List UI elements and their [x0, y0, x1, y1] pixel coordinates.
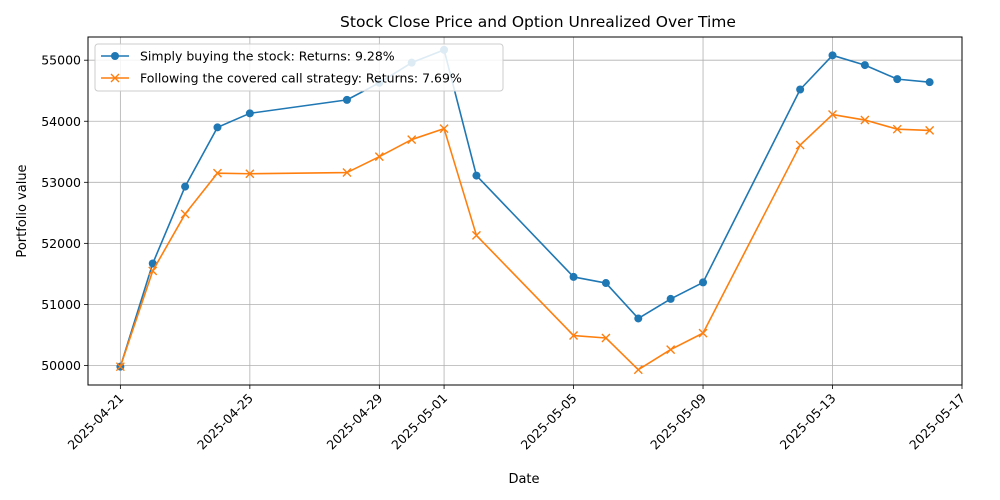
- data-point-x: [180, 209, 190, 219]
- data-point-circle: [893, 75, 902, 84]
- y-tick-label: 55000: [41, 53, 81, 68]
- data-point-x: [471, 230, 481, 240]
- x-axis-label: Date: [508, 472, 539, 487]
- x-tick-label: 2025-05-13: [777, 391, 839, 453]
- x-tick-label: 2025-05-09: [647, 390, 709, 452]
- y-axis-label: Portfolio value: [15, 164, 30, 257]
- y-tick-label: 52000: [41, 236, 81, 251]
- data-point-circle: [245, 109, 254, 118]
- x-tick-label: 2025-04-21: [65, 391, 127, 453]
- y-tick-label: 51000: [41, 297, 81, 312]
- data-point-x: [892, 124, 902, 134]
- x-axis-ticks: 2025-04-21 2025-04-25 2025-04-29 2025-05-01…: [65, 385, 968, 453]
- data-point-x: [407, 135, 417, 145]
- data-point-circle: [860, 61, 869, 70]
- legend: Simply buying the stock: Returns: 9.28% F…: [94, 43, 504, 92]
- data-point-circle: [472, 171, 481, 180]
- y-tick-label: 53000: [41, 175, 81, 190]
- y-axis-ticks: 50000 51000 52000 53000 54000 55000: [41, 53, 88, 373]
- data-point-x: [601, 333, 611, 343]
- data-point-x: [148, 266, 158, 276]
- data-point-x: [212, 168, 222, 178]
- series-line-2: [119, 113, 930, 371]
- y-tick-label: 54000: [41, 114, 81, 129]
- series-layer: [115, 45, 935, 375]
- data-point-circle: [796, 85, 805, 94]
- data-point-circle: [601, 279, 610, 288]
- x-tick-label: 2025-04-25: [194, 391, 256, 453]
- chart-title: Stock Close Price and Option Unrealized …: [340, 13, 736, 31]
- legend-marker-circle: [111, 52, 119, 60]
- data-point-circle: [634, 314, 643, 323]
- data-point-x: [925, 125, 935, 135]
- data-point-circle: [828, 51, 837, 60]
- x-tick-label: 2025-04-29: [323, 390, 385, 452]
- legend-marker-x: [110, 73, 120, 83]
- data-point-circle: [925, 78, 934, 87]
- x-tick-label: 2025-05-17: [906, 391, 968, 453]
- series-line-1: [119, 49, 930, 367]
- data-point-circle: [148, 259, 157, 268]
- y-tick-label: 50000: [41, 358, 81, 373]
- data-point-x: [342, 168, 352, 178]
- data-point-circle: [181, 182, 190, 191]
- data-point-x: [795, 140, 805, 150]
- legend-box: [94, 43, 504, 92]
- data-point-x: [569, 331, 579, 341]
- data-point-x: [245, 169, 255, 179]
- legend-label: Simply buying the stock: Returns: 9.28%: [140, 49, 395, 64]
- data-point-x: [666, 345, 676, 355]
- data-point-x: [860, 115, 870, 125]
- data-point-circle: [666, 294, 675, 303]
- data-point-x: [115, 362, 125, 372]
- data-point-circle: [699, 278, 708, 287]
- data-point-circle: [569, 272, 578, 281]
- x-tick-label: 2025-05-01: [388, 391, 450, 453]
- data-point-circle: [213, 123, 222, 132]
- data-point-x: [633, 365, 643, 375]
- data-point-x: [374, 152, 384, 162]
- data-point-circle: [342, 95, 351, 104]
- data-point-x: [698, 328, 708, 338]
- data-point-x: [439, 124, 449, 134]
- plot-area-frame: [87, 36, 963, 386]
- data-point-x: [828, 110, 838, 120]
- legend-label: Following the covered call strategy: Ret…: [140, 71, 462, 86]
- x-tick-label: 2025-05-05: [518, 391, 580, 453]
